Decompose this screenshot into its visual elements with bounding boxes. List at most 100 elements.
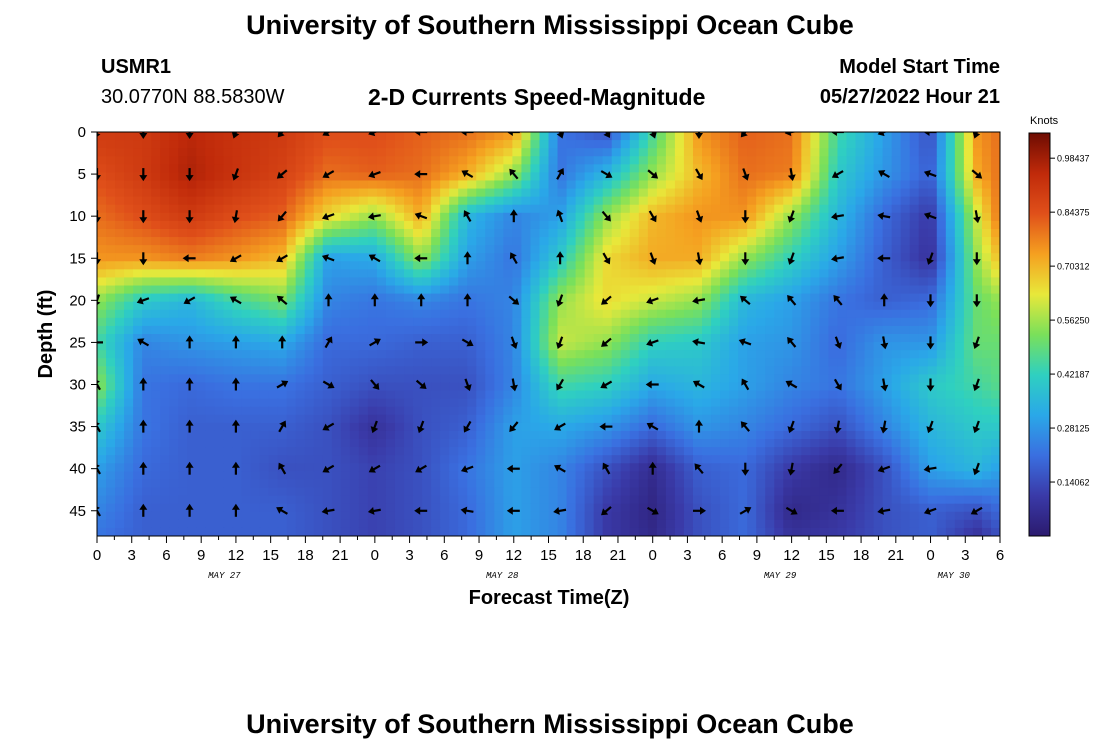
heatmap-cell bbox=[304, 366, 315, 375]
heatmap-cell bbox=[674, 325, 685, 335]
heatmap-cell bbox=[286, 237, 297, 246]
heatmap-cell bbox=[241, 148, 252, 157]
heatmap-cell bbox=[936, 253, 947, 262]
heatmap-cell bbox=[422, 455, 432, 464]
heatmap-cell bbox=[972, 495, 983, 505]
heatmap-cell bbox=[349, 196, 360, 206]
heatmap-cell bbox=[972, 196, 983, 206]
heatmap-cell bbox=[521, 511, 532, 521]
heatmap-cell bbox=[367, 277, 378, 287]
heatmap-cell bbox=[115, 487, 125, 497]
heatmap-cell bbox=[286, 293, 297, 303]
heatmap-cell bbox=[972, 269, 983, 279]
heatmap-cell bbox=[882, 511, 893, 521]
heatmap-cell bbox=[449, 390, 459, 400]
heatmap-cell bbox=[702, 317, 712, 327]
heatmap-cell bbox=[855, 180, 866, 190]
heatmap-cell bbox=[539, 350, 550, 359]
heatmap-cell bbox=[729, 309, 739, 319]
heatmap-cell bbox=[241, 503, 252, 513]
heatmap-cell bbox=[485, 309, 495, 319]
heatmap-cell bbox=[295, 253, 306, 262]
heatmap-cell bbox=[810, 334, 820, 343]
heatmap-cell bbox=[864, 495, 875, 505]
heatmap-cell bbox=[115, 511, 125, 521]
heatmap-cell bbox=[900, 430, 911, 440]
heatmap-cell bbox=[945, 414, 956, 424]
heatmap-cell bbox=[467, 471, 477, 481]
heatmap-cell bbox=[792, 293, 802, 303]
heatmap-cell bbox=[115, 293, 125, 303]
heatmap-cell bbox=[729, 228, 739, 238]
heatmap-cell bbox=[566, 172, 577, 182]
heatmap-cell bbox=[376, 164, 387, 173]
heatmap-cell bbox=[819, 132, 830, 141]
heatmap-cell bbox=[394, 366, 405, 375]
heatmap-cell bbox=[367, 471, 378, 481]
heatmap-cell bbox=[575, 382, 586, 392]
heatmap-cell bbox=[250, 285, 261, 295]
station-coordinates: 30.0770N 88.5830W bbox=[101, 86, 285, 108]
heatmap-cell bbox=[286, 382, 297, 392]
heatmap-cell bbox=[882, 471, 893, 481]
heatmap-cell bbox=[413, 374, 423, 384]
heatmap-cell bbox=[367, 220, 378, 230]
heatmap-cell bbox=[467, 164, 477, 173]
heatmap-cell bbox=[873, 334, 884, 343]
heatmap-cell bbox=[810, 366, 820, 375]
heatmap-cell bbox=[494, 374, 504, 384]
heatmap-cell bbox=[295, 180, 306, 190]
heatmap-cell bbox=[683, 503, 694, 513]
heatmap-cell bbox=[133, 422, 143, 432]
heatmap-cell bbox=[503, 237, 513, 246]
heatmap-cell bbox=[539, 196, 550, 206]
heatmap-cell bbox=[250, 342, 261, 351]
heatmap-cell bbox=[945, 325, 956, 335]
heatmap-cell bbox=[900, 487, 911, 497]
heatmap-cell bbox=[945, 519, 956, 529]
heatmap-cell bbox=[548, 382, 559, 392]
heatmap-cell bbox=[142, 439, 152, 448]
heatmap-cell bbox=[485, 253, 495, 262]
heatmap-cell bbox=[629, 172, 640, 182]
heatmap-cell bbox=[954, 172, 965, 182]
heatmap-cell bbox=[97, 479, 107, 489]
heatmap-cell bbox=[494, 220, 504, 230]
heatmap-cell bbox=[548, 253, 559, 262]
heatmap-cell bbox=[990, 301, 1000, 311]
heatmap-cell bbox=[232, 479, 243, 489]
heatmap-cell bbox=[575, 447, 586, 456]
heatmap-cell bbox=[918, 374, 929, 384]
heatmap-cell bbox=[133, 366, 143, 375]
heatmap-cell bbox=[286, 196, 297, 206]
heatmap-cell bbox=[602, 342, 613, 351]
heatmap-cell bbox=[792, 317, 802, 327]
heatmap-cell bbox=[711, 430, 721, 440]
heatmap-cell bbox=[602, 188, 613, 198]
heatmap-cell bbox=[629, 471, 640, 481]
heatmap-cell bbox=[394, 471, 405, 481]
heatmap-cell bbox=[738, 398, 748, 408]
heatmap-cell bbox=[665, 253, 676, 262]
heatmap-cell bbox=[584, 164, 595, 173]
heatmap-cell bbox=[548, 495, 559, 505]
heatmap-cell bbox=[115, 366, 125, 375]
heatmap-cell bbox=[232, 527, 243, 536]
heatmap-cell bbox=[178, 374, 188, 384]
heatmap-cell bbox=[566, 495, 577, 505]
heatmap-cell bbox=[376, 228, 387, 238]
heatmap-cell bbox=[846, 180, 857, 190]
heatmap-cell bbox=[620, 220, 631, 230]
heatmap-cell bbox=[539, 261, 550, 270]
heatmap-cell bbox=[990, 487, 1000, 497]
heatmap-cell bbox=[981, 204, 992, 214]
heatmap-cell bbox=[557, 447, 568, 456]
heatmap-cell bbox=[692, 245, 703, 254]
heatmap-cell bbox=[557, 382, 568, 392]
heatmap-cell bbox=[963, 487, 974, 497]
heatmap-cell bbox=[638, 228, 649, 238]
heatmap-cell bbox=[467, 406, 477, 416]
heatmap-cell bbox=[837, 204, 848, 214]
heatmap-cell bbox=[178, 503, 188, 513]
heatmap-cell bbox=[674, 342, 685, 351]
